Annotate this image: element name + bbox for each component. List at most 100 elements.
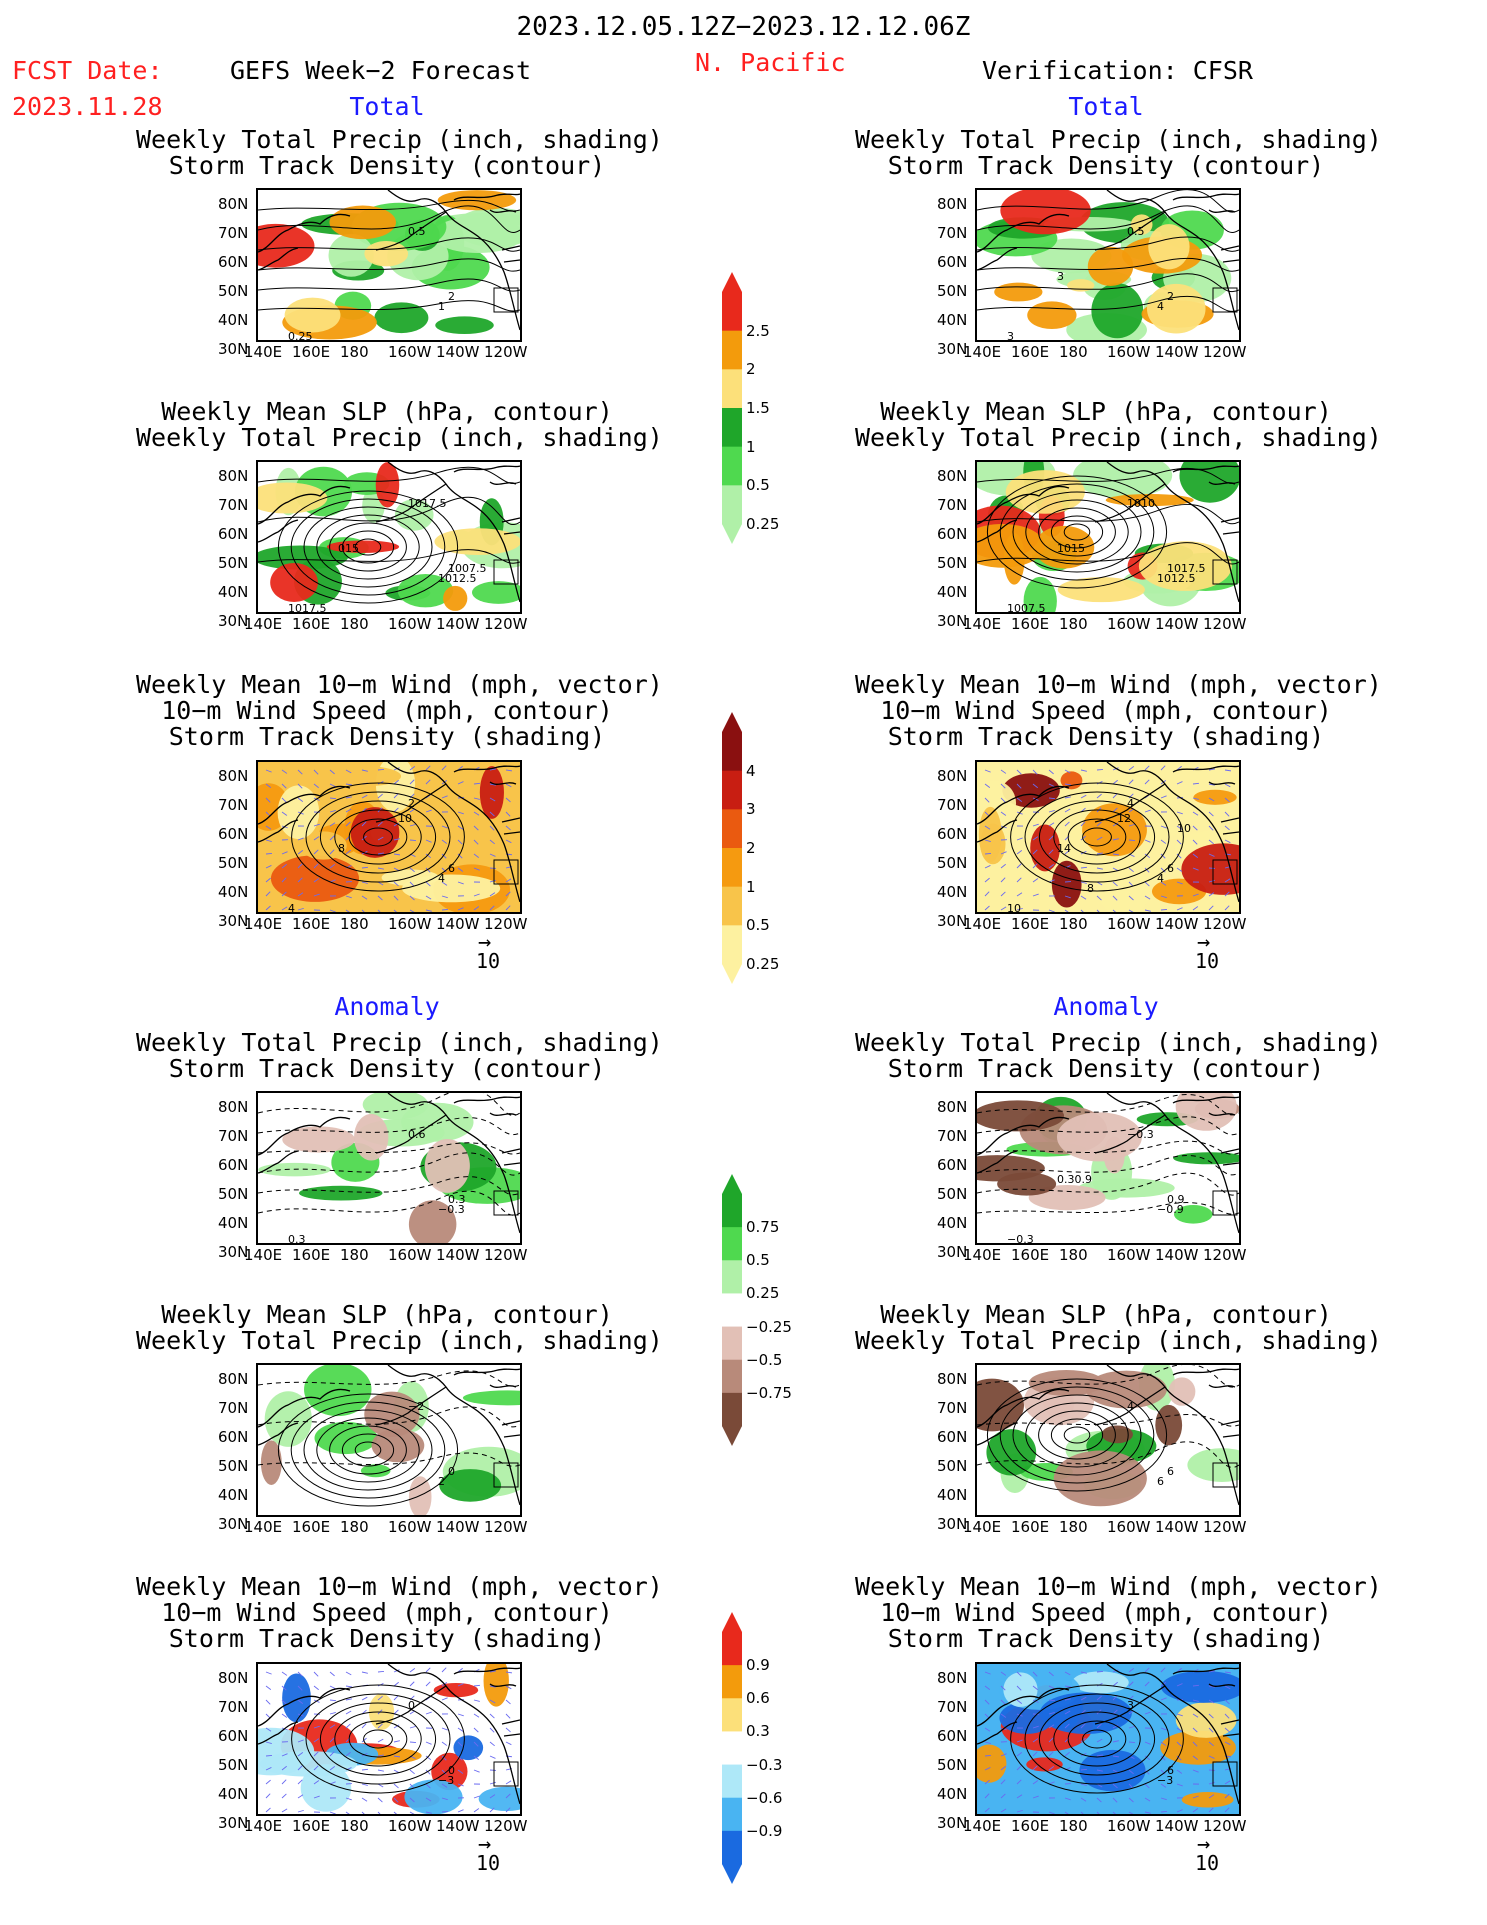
contour-label: 4: [1127, 797, 1134, 810]
contour-label: 10: [1007, 902, 1021, 912]
region-label: N. Pacific: [695, 48, 846, 77]
right-title: Verification: CFSR: [982, 56, 1253, 85]
lat-label: 70N: [937, 1127, 968, 1145]
contour-label: 1012.5: [438, 572, 477, 585]
panel-title: Weekly Mean SLP (hPa, contour): [880, 1300, 1332, 1329]
colorbar-tick: 4: [746, 761, 756, 780]
panel-title: Weekly Total Precip (inch, shading): [855, 423, 1382, 452]
lat-label: 40N: [218, 583, 249, 601]
contour-label: 0.5: [408, 225, 426, 238]
map-area: 1010 1017.5 1012.5 1007.5 1015: [975, 460, 1241, 614]
lon-label: 120W: [484, 1246, 528, 1264]
lat-label: 60N: [218, 1727, 249, 1745]
contour-label: 1017.5: [288, 602, 327, 612]
colorbar-tick: 0.75: [746, 1218, 780, 1237]
lon-label: 120W: [484, 915, 528, 933]
contour-label: 0: [408, 1699, 415, 1712]
lon-label: 160E: [1011, 1817, 1050, 1835]
colorbar-tick: 1: [746, 877, 756, 896]
colorbar-tick: 0.5: [746, 916, 770, 935]
vector-ref-label: 10: [476, 1851, 501, 1875]
lon-label: 140W: [1155, 915, 1199, 933]
colorbar-precip_total: [722, 272, 742, 544]
contour-label: 4: [288, 902, 295, 912]
contour-label: 6: [448, 862, 455, 875]
lon-label: 160W: [388, 615, 432, 633]
lon-label: 120W: [1203, 915, 1247, 933]
vector-ref-label: 10: [1195, 949, 1220, 973]
lon-label: 140W: [436, 1246, 480, 1264]
panel-title: Storm Track Density (contour): [887, 151, 1325, 180]
section-label: Anomaly: [334, 992, 440, 1021]
left-title: GEFS Week−2 Forecast: [230, 56, 532, 85]
map-svg: 0.5 24 3 3: [977, 190, 1239, 340]
map-area: 0 0 −3: [256, 1662, 522, 1816]
colorbar-tick: −0.9: [746, 1821, 783, 1840]
colorbar-tick: 2: [746, 839, 756, 857]
lon-label: 160E: [1011, 1518, 1050, 1536]
vector-ref-arrow: →: [478, 1832, 492, 1857]
lon-label: 180: [340, 915, 369, 933]
contour-label: −0.3: [1007, 1233, 1034, 1243]
colorbar-tick: 3: [746, 800, 756, 819]
lon-label: 140E: [244, 1518, 283, 1536]
lat-label: 40N: [937, 1785, 968, 1803]
contour-label: 1007.5: [1007, 602, 1046, 612]
lat-label: 70N: [218, 1127, 249, 1145]
map-svg: 0.5 21 0.25: [258, 190, 520, 340]
lon-label: 140W: [436, 1518, 480, 1536]
panel-title: Storm Track Density (shading): [168, 722, 606, 751]
lon-label: 160W: [388, 915, 432, 933]
colorbar-tick: 1: [746, 437, 756, 456]
lon-label: 160E: [1011, 343, 1050, 361]
lon-label: 140E: [963, 1246, 1002, 1264]
lat-label: 50N: [937, 282, 968, 300]
map-svg: 3 6−3: [977, 1664, 1239, 1814]
lat-label: 30N: [937, 340, 968, 358]
lat-label: 50N: [937, 554, 968, 572]
lat-label: 30N: [218, 1814, 249, 1832]
map-svg: −2 02: [258, 1365, 520, 1515]
contour-label: 2: [448, 290, 455, 303]
lon-label: 160W: [388, 1246, 432, 1264]
lon-label: 120W: [1203, 343, 1247, 361]
panel-title: Weekly Mean 10−m Wind (mph, vector): [136, 670, 663, 699]
contour-label: 3: [1007, 330, 1014, 340]
lon-label: 140W: [1155, 1518, 1199, 1536]
colorbar-tick: 0.9: [746, 1656, 770, 1675]
lon-label: 180: [1059, 615, 1088, 633]
panel-title: Weekly Total Precip (inch, shading): [855, 125, 1382, 154]
contour-label: −3: [438, 1774, 454, 1787]
lon-label: 140E: [963, 1817, 1002, 1835]
lon-label: 160W: [1107, 915, 1151, 933]
lat-label: 40N: [937, 311, 968, 329]
map-area: 1017.5 1007.5 1012.5 1017.5 015: [256, 460, 522, 614]
lat-label: 40N: [937, 1486, 968, 1504]
vector-ref-label: 10: [1195, 1851, 1220, 1875]
contour-label: −0.3: [438, 1203, 465, 1216]
lon-label: 160E: [292, 915, 331, 933]
lat-label: 40N: [218, 1214, 249, 1232]
lon-label: 180: [1059, 1518, 1088, 1536]
colorbar-tick: 0.5: [746, 1251, 770, 1270]
lat-label: 40N: [937, 1214, 968, 1232]
contour-label: 4: [1127, 1400, 1134, 1413]
lat-label: 80N: [218, 1370, 249, 1388]
lat-label: 40N: [937, 583, 968, 601]
lon-label: 160W: [388, 1817, 432, 1835]
panel-title: Storm Track Density (contour): [168, 1054, 606, 1083]
map-area: 0.6 0.3 −0.3 0.3: [256, 1091, 522, 1245]
contour-label: 2: [1167, 290, 1174, 303]
lat-label: 30N: [937, 1243, 968, 1261]
lon-label: 160E: [1011, 915, 1050, 933]
lat-label: 30N: [218, 612, 249, 630]
colorbar-tick: −0.75: [746, 1383, 792, 1402]
panel-title: Weekly Mean 10−m Wind (mph, vector): [855, 670, 1382, 699]
colorbar-tick: 0.6: [746, 1689, 770, 1708]
lat-label: 30N: [937, 612, 968, 630]
fcst-label: FCST Date:: [12, 56, 163, 85]
lat-label: 60N: [937, 525, 968, 543]
